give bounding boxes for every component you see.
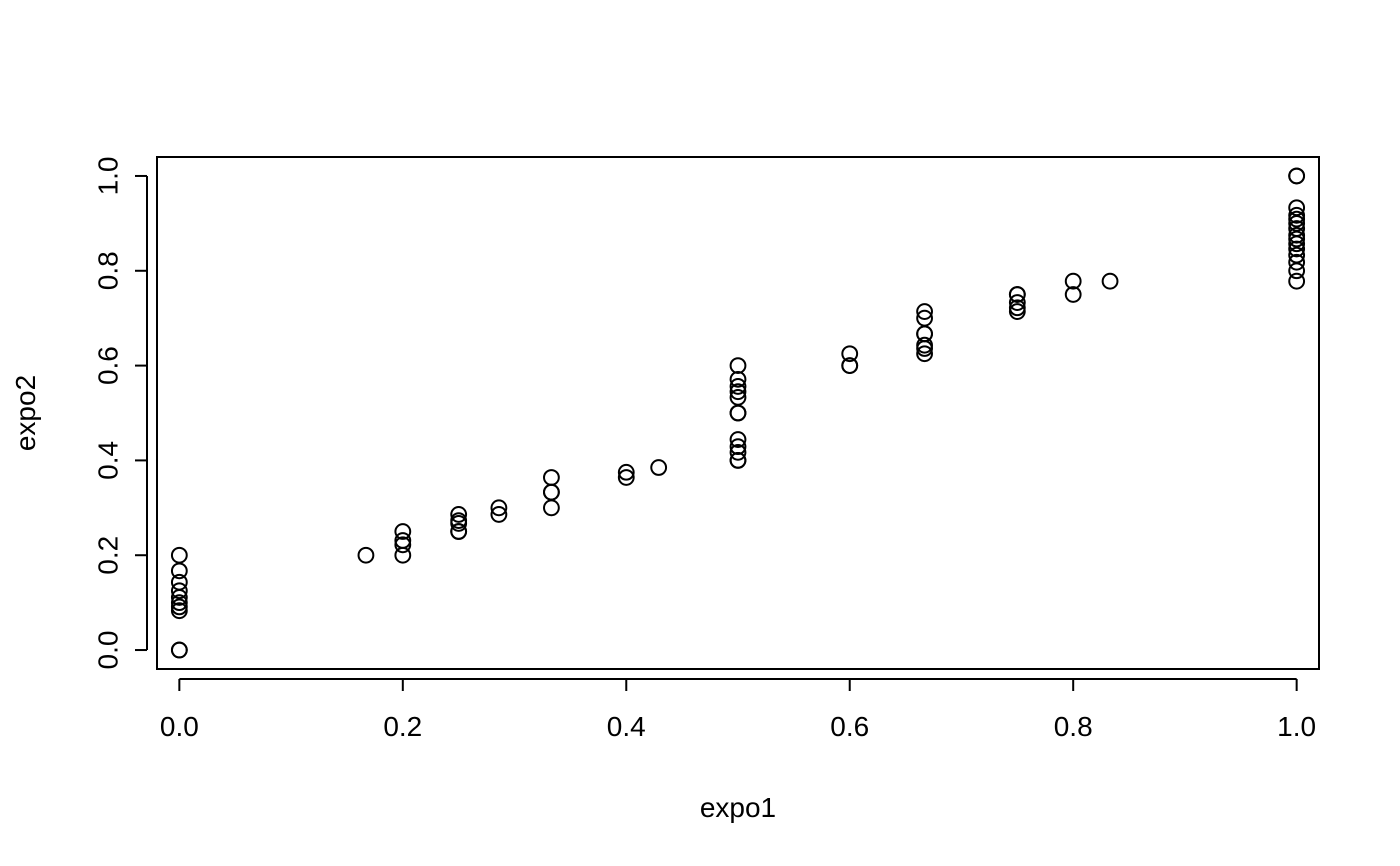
x-tick-label: 0.4 bbox=[607, 711, 646, 742]
data-point bbox=[394, 523, 412, 540]
data-points bbox=[170, 167, 1306, 659]
data-point bbox=[729, 388, 747, 406]
y-axis: 0.0 0.2 0.4 0.6 0.8 1.0 bbox=[92, 156, 148, 670]
data-point bbox=[1008, 286, 1026, 303]
data-point bbox=[729, 378, 747, 395]
data-point bbox=[1288, 253, 1306, 271]
data-point bbox=[1288, 226, 1306, 244]
data-point bbox=[170, 641, 188, 659]
data-point bbox=[170, 594, 188, 612]
data-point bbox=[729, 383, 747, 401]
data-point bbox=[916, 309, 933, 327]
x-tick-label: 0.0 bbox=[160, 711, 199, 742]
data-point bbox=[841, 345, 859, 363]
data-point bbox=[617, 469, 635, 486]
data-point bbox=[490, 506, 508, 523]
data-point bbox=[617, 463, 635, 481]
data-point bbox=[357, 546, 375, 564]
x-tick-label: 0.2 bbox=[383, 711, 422, 742]
plot-frame bbox=[156, 156, 1320, 670]
data-point bbox=[1288, 199, 1306, 217]
data-point bbox=[916, 336, 933, 354]
y-tick-label: 0.8 bbox=[92, 251, 123, 290]
data-point bbox=[450, 506, 468, 523]
data-point bbox=[394, 536, 412, 554]
y-tick-label: 0.2 bbox=[92, 536, 123, 575]
data-point bbox=[841, 357, 859, 374]
y-tick-label: 0.4 bbox=[92, 441, 123, 480]
data-point bbox=[729, 438, 747, 456]
data-point bbox=[1288, 167, 1306, 185]
y-tick-label: 1.0 bbox=[92, 156, 123, 195]
data-point bbox=[450, 523, 468, 540]
data-point bbox=[729, 431, 747, 448]
data-point bbox=[729, 370, 747, 388]
data-point bbox=[1008, 294, 1026, 311]
x-tick-label: 0.8 bbox=[1054, 711, 1093, 742]
data-point bbox=[170, 546, 188, 564]
data-point bbox=[1288, 220, 1306, 237]
data-point bbox=[916, 303, 933, 320]
data-point bbox=[729, 452, 747, 469]
data-point bbox=[450, 512, 468, 530]
y-axis-title: expo2 bbox=[10, 375, 41, 451]
data-point bbox=[729, 443, 747, 461]
data-point bbox=[1288, 246, 1306, 264]
data-point bbox=[543, 469, 560, 486]
data-point bbox=[1288, 272, 1306, 290]
data-point bbox=[490, 499, 508, 517]
data-point bbox=[916, 345, 933, 363]
data-point bbox=[1288, 206, 1306, 224]
data-point bbox=[1288, 240, 1306, 258]
x-axis-title: expo1 bbox=[700, 792, 776, 823]
y-tick-label: 0.6 bbox=[92, 346, 123, 385]
data-point bbox=[170, 598, 188, 616]
y-tick-label: 0.0 bbox=[92, 631, 123, 670]
data-point bbox=[170, 582, 188, 600]
data-point bbox=[1064, 286, 1082, 303]
data-point bbox=[1008, 299, 1026, 317]
data-point bbox=[170, 573, 188, 591]
data-point bbox=[394, 532, 412, 549]
data-point bbox=[650, 459, 668, 476]
data-point bbox=[1101, 272, 1119, 290]
x-tick-label: 0.6 bbox=[830, 711, 869, 742]
x-tick-label: 1.0 bbox=[1277, 711, 1316, 742]
x-axis: 0.0 0.2 0.4 0.6 0.8 1.0 bbox=[160, 678, 1316, 742]
data-point bbox=[1064, 272, 1082, 290]
data-point bbox=[729, 357, 747, 374]
